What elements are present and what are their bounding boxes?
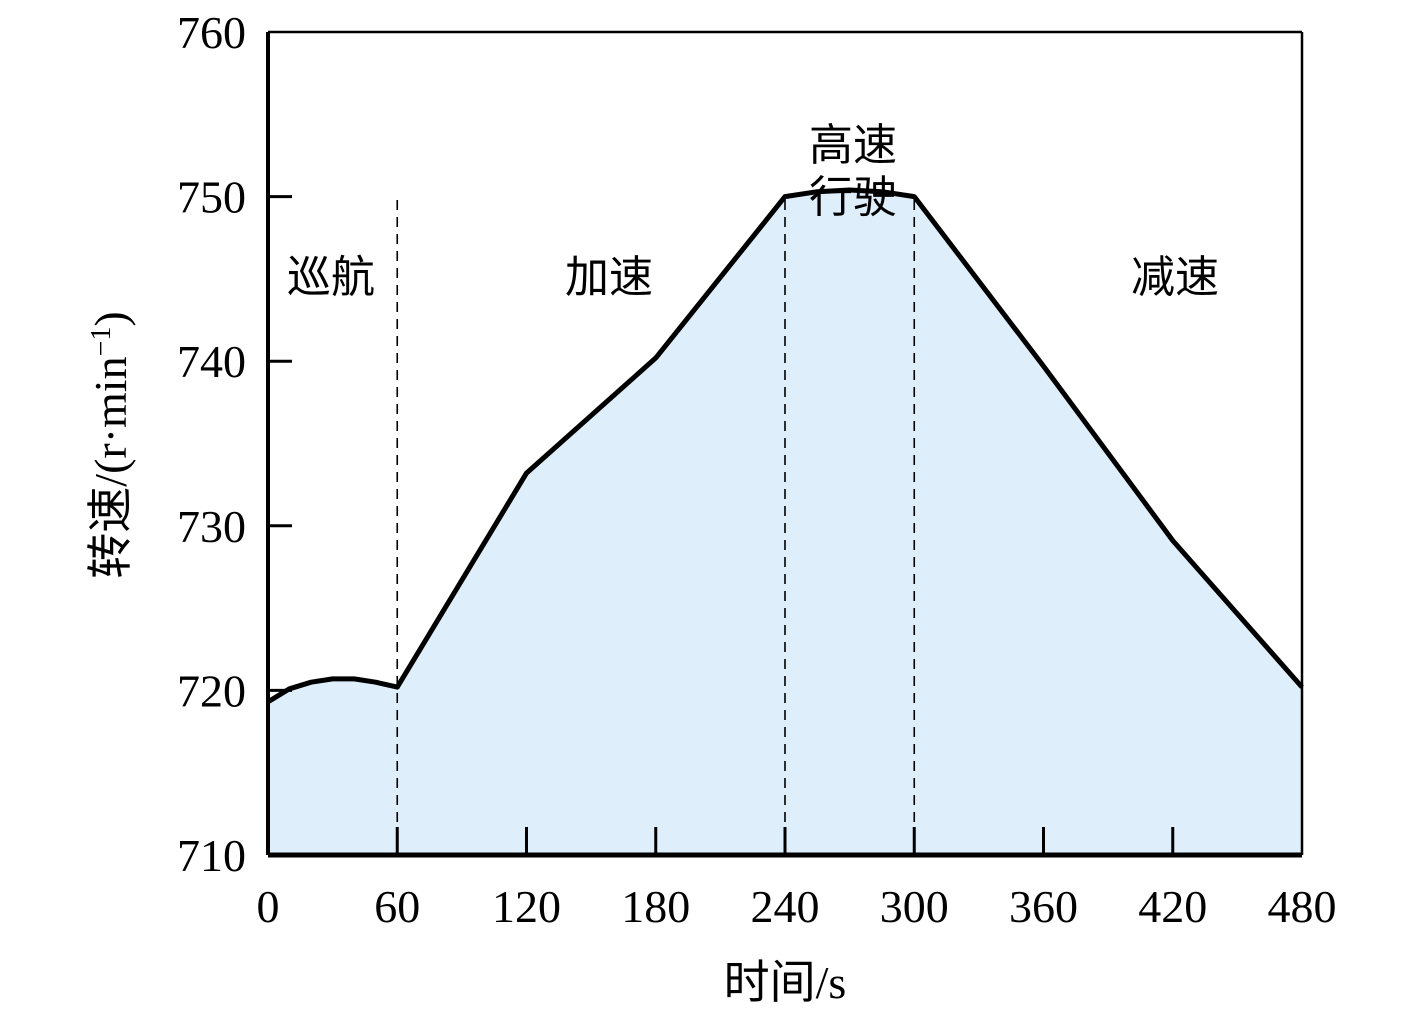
phase-label: 巡航 bbox=[287, 253, 375, 302]
x-tick-label: 360 bbox=[1009, 881, 1078, 932]
speed-line bbox=[266, 187, 1304, 705]
axes bbox=[266, 30, 1304, 858]
data-point bbox=[524, 471, 529, 476]
labels: 时间/s 转速/(r·min−1) 0 60 120 180 240 300 360 420 4… bbox=[85, 7, 1337, 1008]
y-tick-label: 720 bbox=[177, 665, 246, 716]
phase-label: 减速 bbox=[1131, 253, 1219, 302]
x-tick-label: 300 bbox=[880, 881, 949, 932]
y-tick-label: 740 bbox=[177, 336, 246, 387]
data-point bbox=[373, 680, 378, 685]
plot-area bbox=[266, 187, 1304, 855]
speed-area-fill bbox=[268, 190, 1302, 855]
x-tick-label: 240 bbox=[751, 881, 820, 932]
phase-label: 高速 bbox=[809, 121, 897, 170]
x-tick-label: 180 bbox=[621, 881, 690, 932]
y-tick-label: 730 bbox=[177, 501, 246, 552]
data-point bbox=[1041, 364, 1046, 369]
y-tick-label: 750 bbox=[177, 172, 246, 223]
y-axis-title: 转速/(r·min−1) bbox=[85, 311, 136, 578]
y-tick-label: 710 bbox=[177, 830, 246, 881]
x-tick-label: 420 bbox=[1138, 881, 1207, 932]
data-point bbox=[352, 676, 357, 681]
phase-label: 加速 bbox=[565, 253, 653, 302]
y-tick-label: 760 bbox=[177, 7, 246, 58]
x-tick-label: 0 bbox=[257, 881, 280, 932]
x-tick-label: 60 bbox=[374, 881, 420, 932]
data-point bbox=[309, 680, 314, 685]
data-point bbox=[653, 355, 658, 360]
x-tick-label: 480 bbox=[1268, 881, 1337, 932]
data-point bbox=[330, 676, 335, 681]
data-point bbox=[395, 685, 400, 690]
phase-label: 行驶 bbox=[809, 173, 897, 222]
x-axis-title: 时间/s bbox=[724, 957, 847, 1008]
data-point bbox=[1170, 538, 1175, 543]
data-point bbox=[912, 194, 917, 199]
data-point bbox=[783, 194, 788, 199]
x-tick-label: 120 bbox=[492, 881, 561, 932]
